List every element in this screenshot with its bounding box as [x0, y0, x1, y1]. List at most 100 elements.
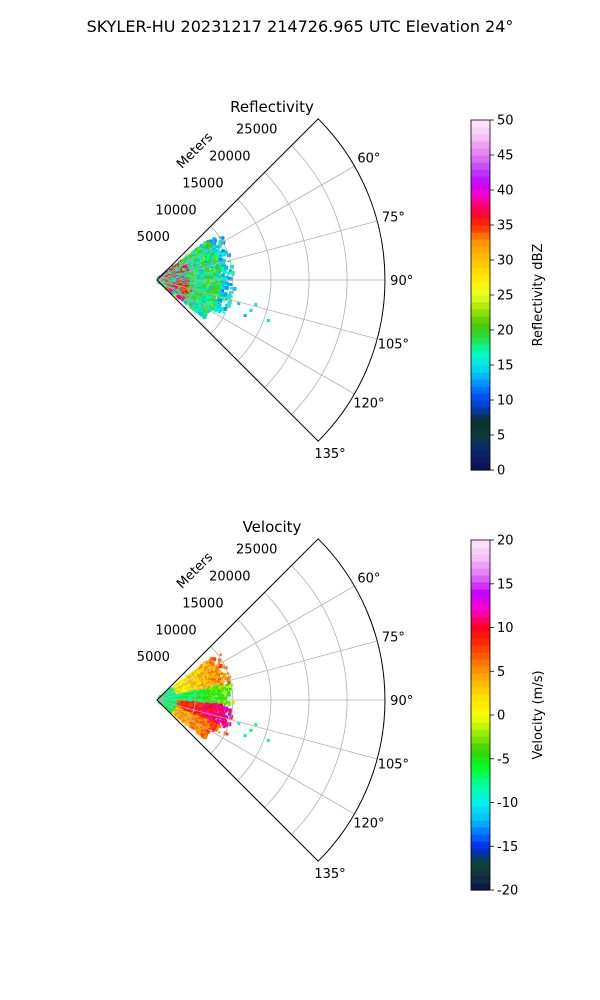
- velocity-gate: [218, 678, 223, 683]
- velocity-gate: [208, 674, 213, 679]
- reflectivity-gate: [207, 292, 212, 297]
- velocity-colorbar-segment: [471, 666, 490, 674]
- reflectivity-colorbar-tick-label: 30: [497, 254, 514, 269]
- reflectivity-gate: [193, 270, 196, 273]
- reflectivity-gate: [221, 298, 224, 301]
- reflectivity-gate: [232, 287, 237, 291]
- velocity-gate: [216, 668, 220, 671]
- reflectivity-gate: [217, 283, 221, 288]
- velocity-colorbar-segment: [471, 694, 490, 702]
- reflectivity-gate: [220, 289, 225, 293]
- reflectivity-gate: [224, 286, 229, 290]
- reflectivity-gate: [214, 293, 217, 296]
- reflectivity-colorbar-segment: [471, 274, 490, 282]
- velocity-gate: [201, 730, 205, 735]
- reflectivity-gate: [225, 298, 228, 301]
- velocity-gate: [207, 671, 210, 674]
- reflectivity-gate: [229, 269, 233, 273]
- reflectivity-gate: [218, 290, 222, 294]
- reflectivity-gate: [219, 245, 222, 248]
- reflectivity-colorbar-segment: [471, 253, 490, 261]
- velocity-gate: [215, 708, 218, 712]
- velocity-gate: [225, 716, 229, 719]
- reflectivity-gate: [200, 275, 203, 279]
- reflectivity-gate: [205, 263, 210, 268]
- velocity-gate: [159, 701, 163, 705]
- reflectivity-gate: [218, 239, 223, 244]
- reflectivity-gate: [191, 306, 196, 311]
- reflectivity-azimuth-tick-label: 75°: [382, 211, 405, 226]
- reflectivity-gate: [218, 301, 221, 304]
- velocity-gate: [208, 691, 214, 696]
- reflectivity-colorbar-segment: [471, 463, 490, 471]
- reflectivity-azimuth-tick-label: 60°: [357, 152, 380, 167]
- velocity-range-tick-label: 20000: [209, 570, 250, 585]
- velocity-gate: [266, 739, 270, 742]
- reflectivity-gate: [194, 261, 198, 265]
- velocity-gate: [225, 672, 228, 675]
- velocity-gate: [223, 706, 227, 709]
- velocity-gate: [217, 700, 221, 704]
- reflectivity-gate: [224, 275, 227, 279]
- velocity-gate: [177, 715, 182, 720]
- reflectivity-gate: [202, 296, 206, 301]
- velocity-gate: [223, 696, 228, 701]
- velocity-gate: [217, 661, 220, 664]
- reflectivity-gate: [209, 239, 213, 244]
- reflectivity-colorbar-segment: [471, 330, 490, 338]
- reflectivity-gate: [227, 260, 230, 263]
- reflectivity-gate: [213, 303, 216, 306]
- velocity-azimuth-tick-label: 105°: [378, 757, 409, 772]
- velocity-colorbar-tick-label: -10: [497, 796, 518, 811]
- velocity-gate: [192, 727, 195, 730]
- reflectivity-colorbar-segment: [471, 302, 490, 310]
- reflectivity-gate: [209, 285, 213, 290]
- reflectivity-gate: [188, 281, 191, 284]
- reflectivity-colorbar-segment: [471, 204, 490, 212]
- reflectivity-gate: [206, 249, 210, 253]
- reflectivity-gate: [222, 269, 227, 274]
- velocity-gate: [205, 719, 209, 723]
- reflectivity-azimuth-tick-label: 90°: [390, 274, 413, 289]
- reflectivity-gate: [221, 268, 224, 272]
- reflectivity-colorbar-segment: [471, 246, 490, 254]
- reflectivity-azimuth-line: [156, 165, 355, 281]
- reflectivity-gate: [201, 252, 204, 256]
- reflectivity-azimuth-tick-label: 135°: [314, 447, 345, 462]
- velocity-gate: [224, 719, 228, 723]
- velocity-colorbar-segment: [471, 554, 490, 562]
- reflectivity-gate: [184, 283, 187, 286]
- reflectivity-gate: [208, 299, 211, 302]
- velocity-gate: [202, 726, 206, 729]
- velocity-gate: [165, 705, 170, 710]
- velocity-azimuth-tick-label: 60°: [357, 572, 380, 587]
- velocity-gate: [215, 680, 218, 683]
- reflectivity-colorbar-segment: [471, 281, 490, 289]
- reflectivity-gate: [218, 242, 222, 247]
- velocity-gate: [219, 693, 224, 698]
- reflectivity-gate: [216, 253, 221, 258]
- reflectivity-gate: [218, 307, 223, 312]
- reflectivity-gate: [218, 264, 221, 267]
- reflectivity-colorbar-tick-label: 0: [497, 464, 505, 479]
- velocity-gate: [202, 735, 207, 740]
- reflectivity-colorbar-segment: [471, 309, 490, 317]
- velocity-gate: [224, 721, 227, 725]
- reflectivity-gate: [213, 241, 216, 245]
- reflectivity-range-tick-label: 20000: [209, 150, 250, 165]
- reflectivity-gate: [223, 299, 226, 302]
- reflectivity-gate: [212, 274, 215, 278]
- reflectivity-colorbar-segment: [471, 127, 490, 135]
- reflectivity-gate: [202, 255, 206, 258]
- velocity-gate: [201, 693, 205, 698]
- velocity-gate: [222, 686, 226, 690]
- velocity-gate: [198, 709, 202, 713]
- reflectivity-gate: [209, 297, 214, 302]
- velocity-colorbar-segment: [471, 596, 490, 604]
- velocity-gate: [220, 672, 224, 676]
- reflectivity-gate: [219, 263, 224, 267]
- reflectivity-gate: [214, 266, 218, 270]
- velocity-gate: [195, 691, 199, 695]
- velocity-gate: [190, 726, 194, 729]
- velocity-gate: [219, 696, 224, 701]
